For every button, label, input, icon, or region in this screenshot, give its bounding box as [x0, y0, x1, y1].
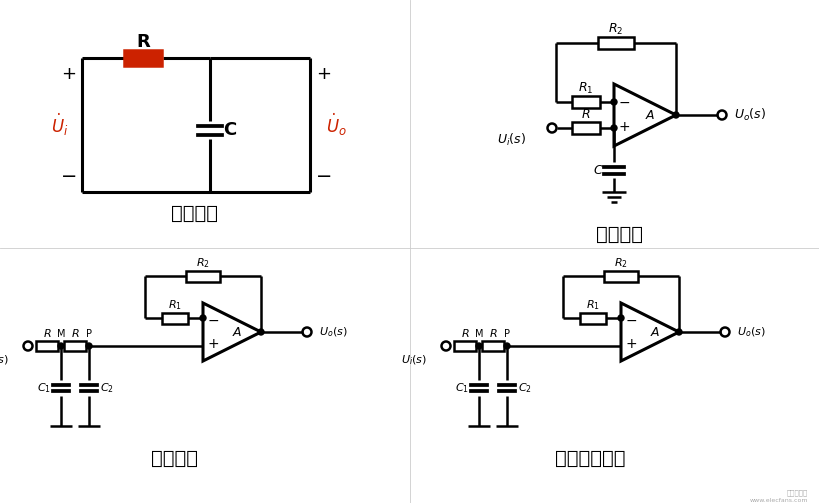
Text: −: − — [618, 96, 629, 110]
Text: P: P — [504, 329, 509, 339]
Text: 无源低通: 无源低通 — [171, 204, 218, 222]
Text: $R$: $R$ — [43, 327, 52, 339]
Text: P: P — [86, 329, 92, 339]
Circle shape — [58, 343, 64, 349]
Text: M: M — [474, 329, 482, 339]
Text: +: + — [624, 337, 636, 351]
Circle shape — [504, 343, 509, 349]
Text: M: M — [57, 329, 66, 339]
Bar — [604, 271, 637, 282]
Bar — [36, 341, 58, 351]
Text: $C_2$: $C_2$ — [100, 381, 114, 394]
Text: $R$: $R$ — [70, 327, 79, 339]
Text: −: − — [207, 313, 219, 327]
Text: $R_2$: $R_2$ — [196, 256, 210, 270]
Circle shape — [675, 329, 681, 335]
Text: $U_o(s)$: $U_o(s)$ — [319, 325, 347, 339]
Text: $R$: $R$ — [581, 108, 590, 121]
Circle shape — [200, 315, 206, 321]
Text: +: + — [316, 65, 331, 83]
Text: $U_o(s)$: $U_o(s)$ — [736, 325, 765, 339]
Text: −: − — [315, 166, 332, 186]
Circle shape — [258, 329, 264, 335]
Text: 电子发烧友: 电子发烧友 — [785, 489, 807, 496]
Text: +: + — [61, 65, 76, 83]
Text: $C_2$: $C_2$ — [518, 381, 532, 394]
Text: A: A — [233, 325, 241, 339]
Text: $C_1$: $C_1$ — [455, 381, 468, 394]
Text: $U_i(s)$: $U_i(s)$ — [0, 353, 9, 367]
Bar — [572, 96, 600, 108]
Text: −: − — [61, 166, 77, 186]
Bar — [186, 271, 219, 282]
Text: www.elecfans.com: www.elecfans.com — [749, 498, 807, 503]
Text: A: A — [645, 109, 654, 122]
Text: $R_2$: $R_2$ — [613, 256, 627, 270]
Text: 二阶低通: 二阶低通 — [152, 449, 198, 467]
Bar — [64, 341, 86, 351]
Text: 实用二阶低通: 实用二阶低通 — [554, 449, 624, 467]
Bar — [597, 37, 633, 49]
Text: $R_1$: $R_1$ — [168, 298, 182, 312]
Bar — [124, 50, 162, 66]
Bar — [482, 341, 504, 351]
Circle shape — [610, 125, 616, 131]
Text: C: C — [223, 121, 237, 139]
Text: $R_2$: $R_2$ — [608, 22, 623, 37]
Bar — [162, 312, 188, 323]
Bar — [572, 122, 600, 134]
Text: $\dot{U}_i$: $\dot{U}_i$ — [51, 112, 69, 138]
Text: $U_i(s)$: $U_i(s)$ — [497, 132, 526, 148]
Circle shape — [618, 315, 623, 321]
Text: $C$: $C$ — [592, 163, 603, 177]
Text: $U_o(s)$: $U_o(s)$ — [733, 107, 765, 123]
Text: R: R — [136, 33, 150, 51]
Text: $R$: $R$ — [460, 327, 468, 339]
Circle shape — [86, 343, 92, 349]
Text: $R_1$: $R_1$ — [586, 298, 600, 312]
Text: 一阶低通: 一阶低通 — [595, 224, 643, 243]
Bar — [454, 341, 475, 351]
Text: $R_1$: $R_1$ — [577, 80, 593, 96]
Circle shape — [672, 112, 678, 118]
Circle shape — [475, 343, 482, 349]
Text: +: + — [207, 337, 219, 351]
Text: $R$: $R$ — [488, 327, 497, 339]
Text: +: + — [618, 120, 629, 134]
Text: $U_i(s)$: $U_i(s)$ — [400, 353, 427, 367]
Text: $C_1$: $C_1$ — [37, 381, 51, 394]
Text: $\dot{U}_o$: $\dot{U}_o$ — [325, 112, 346, 138]
Bar — [579, 312, 605, 323]
Circle shape — [610, 99, 616, 105]
Text: −: − — [624, 313, 636, 327]
Text: A: A — [650, 325, 658, 339]
